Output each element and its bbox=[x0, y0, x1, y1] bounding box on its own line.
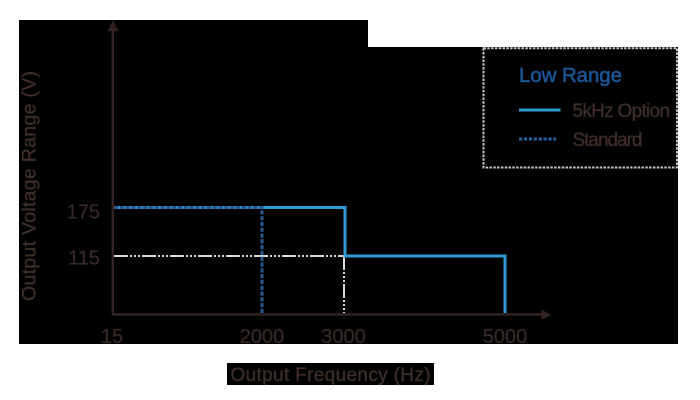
svg-text:Output Frequency (Hz): Output Frequency (Hz) bbox=[231, 365, 431, 386]
svg-text:175: 175 bbox=[67, 202, 100, 224]
svg-text:5000: 5000 bbox=[483, 326, 528, 348]
svg-text:Low Range: Low Range bbox=[519, 64, 622, 87]
svg-text:115: 115 bbox=[68, 248, 100, 270]
svg-text:Standard: Standard bbox=[573, 130, 643, 151]
svg-text:5kHz Option: 5kHz Option bbox=[573, 101, 671, 122]
svg-text:15: 15 bbox=[101, 326, 123, 348]
svg-text:Output Voltage Range (V): Output Voltage Range (V) bbox=[19, 71, 41, 301]
svg-text:3000: 3000 bbox=[321, 326, 366, 348]
svg-text:2000: 2000 bbox=[240, 326, 285, 348]
